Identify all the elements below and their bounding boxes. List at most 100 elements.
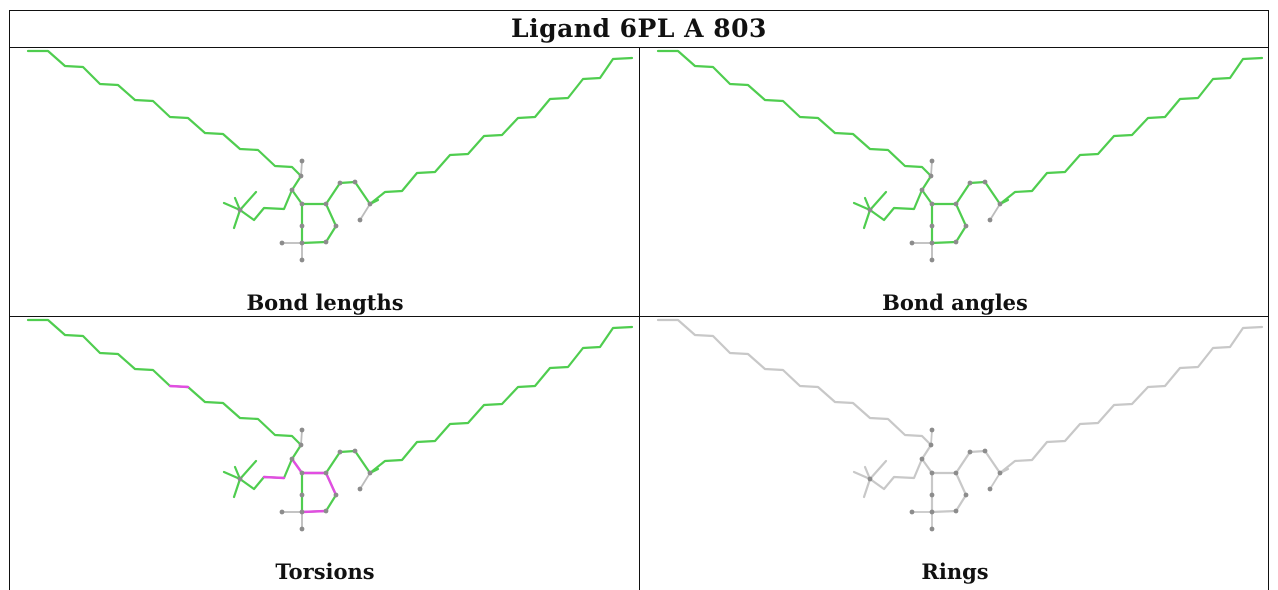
atom — [298, 173, 304, 179]
atom — [367, 201, 373, 207]
bond — [930, 471, 968, 514]
panel-bond-lengths: Bond lengths — [10, 48, 640, 318]
atom — [929, 470, 935, 476]
atom — [919, 456, 925, 462]
left-border — [9, 10, 10, 590]
atom — [929, 257, 935, 263]
atom — [237, 476, 243, 482]
bond-hydrogen — [930, 160, 933, 177]
torsion-outlier-bond — [262, 475, 286, 480]
atom — [919, 187, 925, 193]
atom — [929, 240, 935, 246]
atom — [299, 509, 305, 515]
torsion-outlier-bond — [300, 509, 328, 514]
atom — [929, 158, 935, 164]
atom — [929, 223, 935, 229]
right-border — [1268, 10, 1269, 590]
atom — [967, 449, 973, 455]
bond — [920, 443, 987, 475]
atom — [982, 179, 988, 185]
bond-hydrogen — [359, 203, 371, 221]
bond — [998, 325, 1264, 475]
bond — [656, 318, 933, 447]
atom — [289, 187, 295, 193]
atom — [337, 180, 343, 186]
atom — [953, 470, 959, 476]
caption-rings: Rings — [921, 559, 989, 584]
atom — [928, 173, 934, 179]
atom — [279, 509, 285, 515]
torsion-outlier-bond — [290, 457, 338, 497]
bond-hydrogen — [989, 472, 1001, 490]
atom — [929, 526, 935, 532]
atom — [867, 207, 873, 213]
bond — [930, 202, 968, 245]
bond — [920, 174, 987, 206]
atom — [953, 239, 959, 245]
atom — [987, 486, 993, 492]
bond — [368, 325, 634, 475]
caption-bond-angles: Bond angles — [882, 290, 1028, 315]
atom — [929, 427, 935, 433]
atom — [333, 223, 339, 229]
bond — [983, 180, 1010, 206]
atom — [867, 476, 873, 482]
atom — [929, 492, 935, 498]
atom — [323, 508, 329, 514]
atom — [299, 223, 305, 229]
atom — [299, 201, 305, 207]
bond — [238, 188, 294, 222]
atom — [352, 448, 358, 454]
atom — [299, 427, 305, 433]
atom — [279, 240, 285, 246]
atom — [928, 442, 934, 448]
bond — [852, 190, 888, 230]
atom — [298, 442, 304, 448]
bond — [222, 190, 258, 230]
atom — [299, 470, 305, 476]
bond — [656, 49, 933, 178]
atom — [323, 470, 329, 476]
bond — [300, 202, 338, 245]
atom — [237, 207, 243, 213]
atom — [299, 240, 305, 246]
atom — [997, 201, 1003, 207]
atom — [333, 492, 339, 498]
atom — [367, 470, 373, 476]
bond — [368, 56, 634, 206]
bond — [998, 56, 1264, 206]
bond-hydrogen — [300, 429, 303, 446]
atom — [289, 456, 295, 462]
bond-hydrogen — [989, 203, 1001, 221]
panel-torsions: Torsions — [10, 317, 640, 587]
bond — [26, 49, 303, 178]
panel-rings: Rings — [640, 317, 1270, 587]
atom — [967, 180, 973, 186]
panel-bond-angles: Bond angles — [640, 48, 1270, 318]
atom — [299, 526, 305, 532]
bond-hydrogen — [300, 160, 303, 177]
molecule-diagram-rings — [656, 318, 1264, 532]
validation-table: Ligand 6PL A 803 Bond lengths Bond angle… — [9, 10, 1269, 590]
bond — [290, 174, 357, 206]
atom — [299, 257, 305, 263]
column-divider — [639, 47, 640, 590]
caption-torsions: Torsions — [275, 559, 375, 584]
bond — [852, 459, 888, 499]
molecule-diagram-bond-angles — [656, 49, 1264, 263]
atom — [352, 179, 358, 185]
bond — [238, 457, 294, 491]
molecule-diagram-bond-lengths — [26, 49, 634, 263]
table-title: Ligand 6PL A 803 — [511, 14, 767, 43]
bond — [983, 449, 1010, 475]
bond — [300, 471, 338, 514]
bond — [868, 188, 924, 222]
caption-bond-lengths: Bond lengths — [246, 290, 404, 315]
bond — [290, 443, 357, 475]
bond — [353, 449, 380, 475]
atom — [987, 217, 993, 223]
torsion-outlier-bond — [168, 384, 190, 389]
atom — [323, 239, 329, 245]
bond — [222, 459, 258, 499]
atom — [909, 240, 915, 246]
